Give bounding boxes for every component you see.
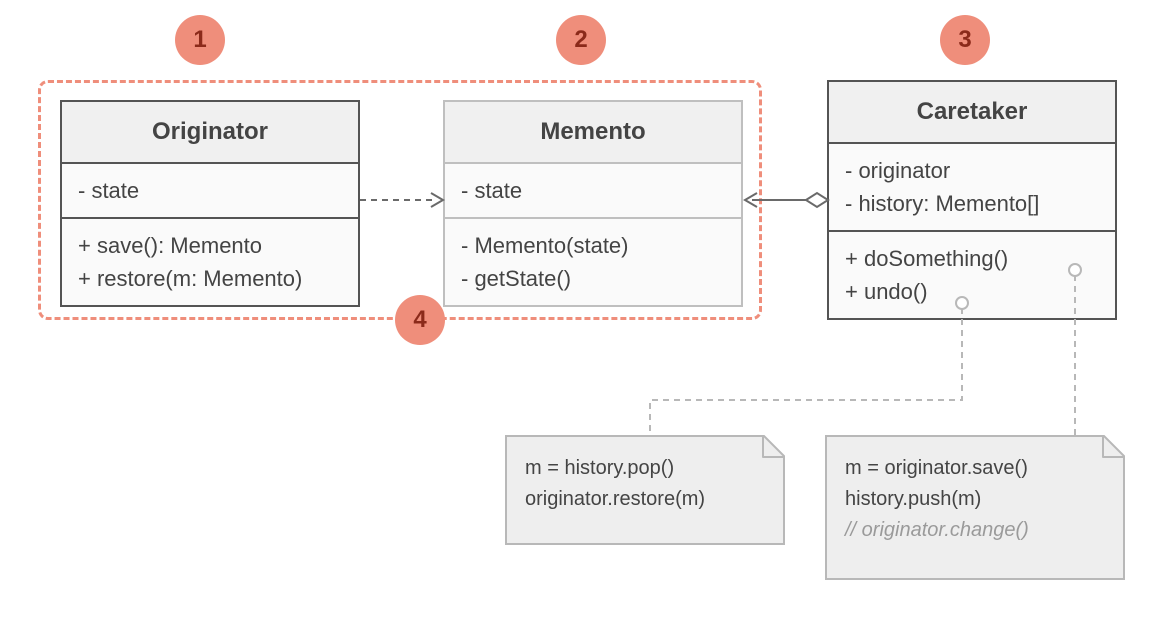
method-row: - getState() — [461, 262, 725, 295]
class-fields: - state — [62, 162, 358, 217]
badge-4: 4 — [395, 295, 445, 345]
class-title: Originator — [62, 102, 358, 162]
method-row: + restore(m: Memento) — [78, 262, 342, 295]
badge-2: 2 — [556, 15, 606, 65]
field-row: - originator — [845, 154, 1099, 187]
note-do-something: m = originator.save() history.push(m) //… — [825, 435, 1125, 580]
class-caretaker: Caretaker - originator - history: Mement… — [827, 80, 1117, 320]
class-originator: Originator - state + save(): Memento + r… — [60, 100, 360, 307]
diamond-icon — [806, 193, 828, 207]
class-title: Caretaker — [829, 82, 1115, 142]
note-fold-icon — [1099, 435, 1125, 461]
badge-1: 1 — [175, 15, 225, 65]
connector-line — [650, 308, 962, 435]
class-title: Memento — [445, 102, 741, 162]
class-methods: - Memento(state) - getState() — [445, 217, 741, 305]
method-row: - Memento(state) — [461, 229, 725, 262]
field-row: - state — [78, 174, 342, 207]
note-line: m = originator.save() — [845, 453, 1105, 484]
note-line: history.push(m) — [845, 484, 1105, 515]
method-row: + doSomething() — [845, 242, 1099, 275]
diagram-canvas: { "colors": { "badge_bg": "#ef8e7b", "ba… — [0, 0, 1160, 620]
note-line: m = history.pop() — [525, 453, 765, 484]
class-fields: - originator - history: Memento[] — [829, 142, 1115, 230]
class-memento: Memento - state - Memento(state) - getSt… — [443, 100, 743, 307]
field-row: - history: Memento[] — [845, 187, 1099, 220]
class-fields: - state — [445, 162, 741, 217]
method-row: + save(): Memento — [78, 229, 342, 262]
method-row: + undo() — [845, 275, 1099, 308]
class-methods: + save(): Memento + restore(m: Memento) — [62, 217, 358, 305]
note-line-comment: // originator.change() — [845, 515, 1105, 546]
note-fold-icon — [759, 435, 785, 461]
note-undo: m = history.pop() originator.restore(m) — [505, 435, 785, 545]
note-line: originator.restore(m) — [525, 484, 765, 515]
class-methods: + doSomething() + undo() — [829, 230, 1115, 318]
badge-3: 3 — [940, 15, 990, 65]
field-row: - state — [461, 174, 725, 207]
